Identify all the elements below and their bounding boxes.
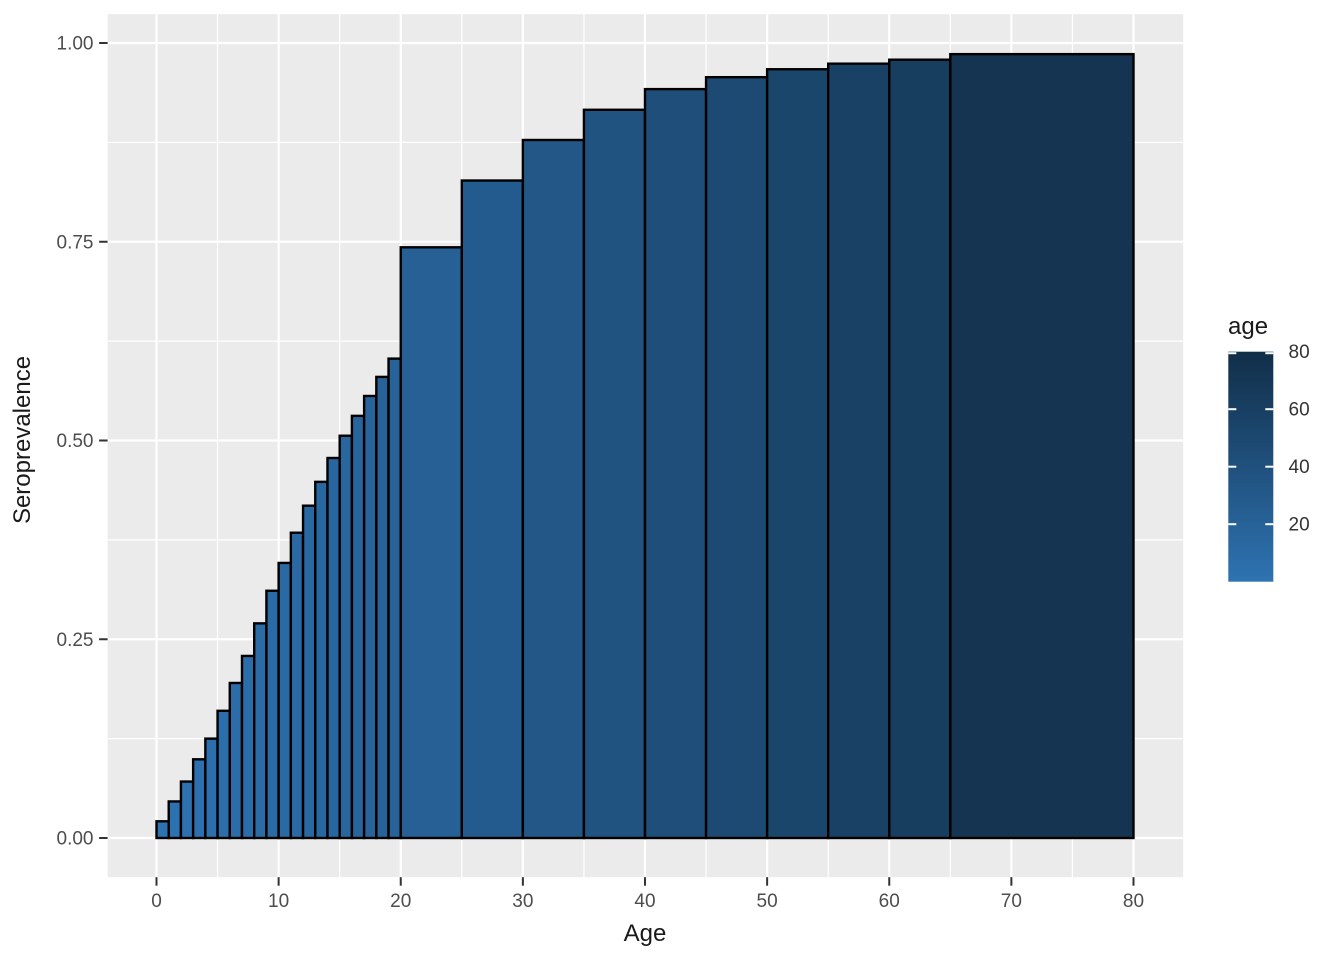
legend-tick-label: 60 — [1289, 400, 1310, 421]
bar-age-30-35 — [521, 138, 586, 840]
bar-age-40-45 — [643, 87, 708, 840]
bar-age-5-6 — [216, 709, 231, 840]
bar-age-35-40 — [582, 108, 647, 840]
x-tick-label: 0 — [151, 891, 162, 912]
x-tick-label: 10 — [268, 891, 289, 912]
bar-age-10-11 — [277, 561, 293, 840]
x-tick-label: 30 — [512, 891, 533, 912]
x-tick-label: 50 — [757, 891, 778, 912]
y-tick-label: 0.75 — [57, 232, 94, 253]
y-tick-label: 0.25 — [57, 630, 94, 651]
bar-age-12-13 — [301, 504, 317, 840]
y-tick-label: 0.00 — [57, 829, 94, 850]
bar-age-60-65 — [888, 58, 952, 840]
bar-age-18-19 — [375, 375, 390, 840]
legend-title: age — [1228, 313, 1268, 340]
bar-age-7-8 — [240, 654, 256, 840]
legend-colorbar: 20 40 60 80 — [1228, 342, 1310, 582]
bar-age-65-80 — [949, 52, 1135, 840]
bar-age-11-12 — [289, 531, 305, 840]
x-tick-label: 40 — [634, 891, 655, 912]
x-axis-title: Age — [624, 920, 667, 947]
bar-age-4-5 — [204, 737, 219, 840]
x-tick-label: 80 — [1123, 891, 1144, 912]
bar-age-16-17 — [350, 414, 366, 840]
bar-age-9-10 — [265, 589, 280, 840]
bar-age-17-18 — [362, 394, 378, 840]
legend-tick-label: 20 — [1289, 515, 1310, 536]
bar-age-1-2 — [167, 800, 183, 840]
x-tick-label: 60 — [879, 891, 900, 912]
y-axis-title: Seroprevalence — [9, 356, 36, 524]
bar-age-2-3 — [179, 780, 195, 840]
y-tick-label: 1.00 — [57, 34, 94, 55]
bar-age-19-20 — [387, 357, 402, 840]
bar-age-0-1 — [155, 820, 170, 840]
legend-tick-label: 40 — [1289, 457, 1310, 478]
bar-age-13-14 — [314, 480, 329, 840]
bar-age-25-30 — [460, 179, 525, 840]
bar-age-14-15 — [326, 456, 341, 840]
legend-tick-label: 80 — [1289, 342, 1310, 363]
x-tick-label: 70 — [1001, 891, 1022, 912]
bar-age-8-9 — [252, 622, 268, 840]
bar-age-55-60 — [826, 62, 891, 840]
bar-age-20-25 — [399, 246, 464, 840]
bar-age-45-50 — [704, 75, 769, 840]
y-tick-label: 0.50 — [57, 431, 94, 452]
x-tick-label: 20 — [390, 891, 411, 912]
bar-age-15-16 — [338, 434, 354, 840]
bar-age-6-7 — [228, 681, 244, 840]
bar-age-3-4 — [191, 758, 207, 840]
bar-age-50-55 — [765, 68, 830, 840]
